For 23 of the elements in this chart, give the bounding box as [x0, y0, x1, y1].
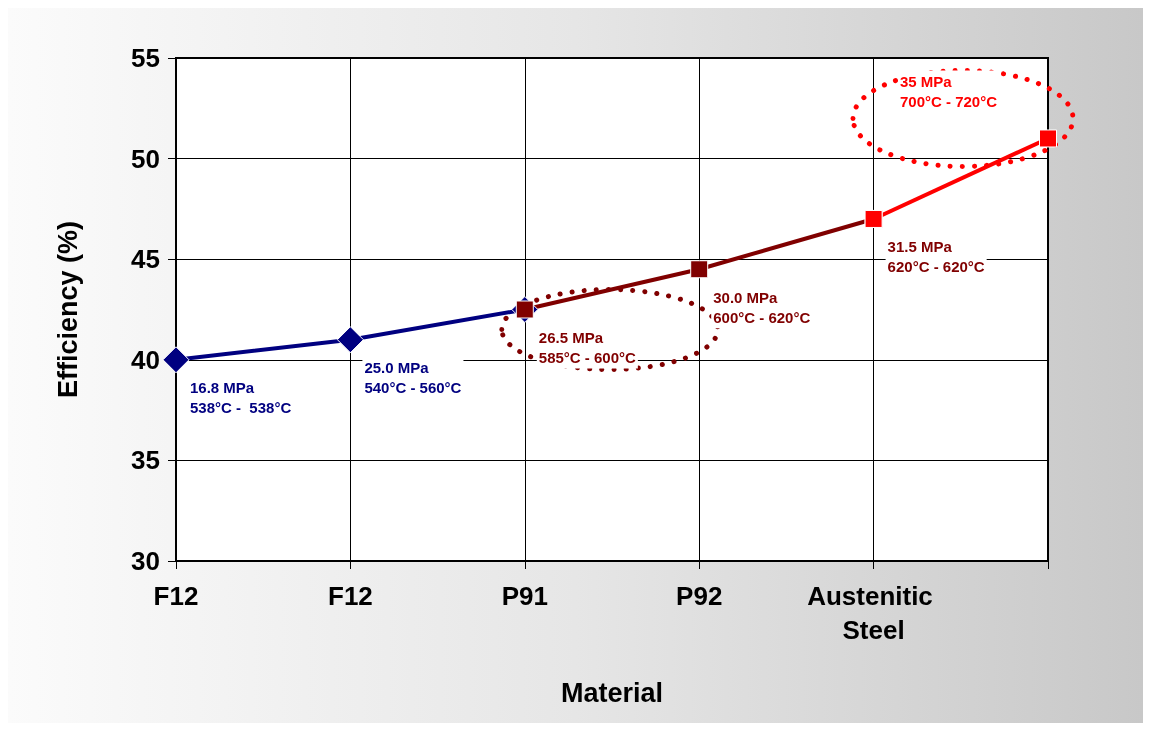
annotation: 16.8 MPa 538°C - 538°C: [190, 379, 292, 417]
x-tick-label: P92: [676, 581, 723, 611]
x-tick-label: P91: [501, 581, 548, 611]
point: [162, 346, 190, 374]
x-axis-title: Material: [560, 677, 664, 708]
y-tick-label: 55: [131, 43, 160, 73]
point: [1039, 129, 1057, 148]
point: [690, 260, 709, 279]
y-tick-label: 35: [131, 445, 160, 476]
annotation: 25.0 MPa 540°C - 560°C: [364, 359, 462, 397]
x-tick-label: F12: [153, 581, 199, 611]
y-tick-label: 45: [131, 244, 160, 275]
annotation: 26.5 MPa 585°C - 600°C: [538, 329, 637, 366]
y-tick-label: 40: [131, 344, 160, 375]
annotation: 35 MPa 700°C - 720°C: [900, 72, 998, 110]
x-tick-label: F12: [327, 581, 373, 611]
y-axis-title: Efficiency (%): [52, 220, 83, 399]
y-tick-label: 50: [131, 143, 160, 174]
annotation: 30.0 MPa 600°C - 620°C: [713, 288, 811, 326]
y-tick-label: 30: [131, 546, 160, 576]
x-tick-label: Austenitic Steel: [807, 581, 941, 645]
annotation: 31.5 MPa 620°C - 620°C: [887, 238, 985, 276]
point: [336, 326, 364, 354]
